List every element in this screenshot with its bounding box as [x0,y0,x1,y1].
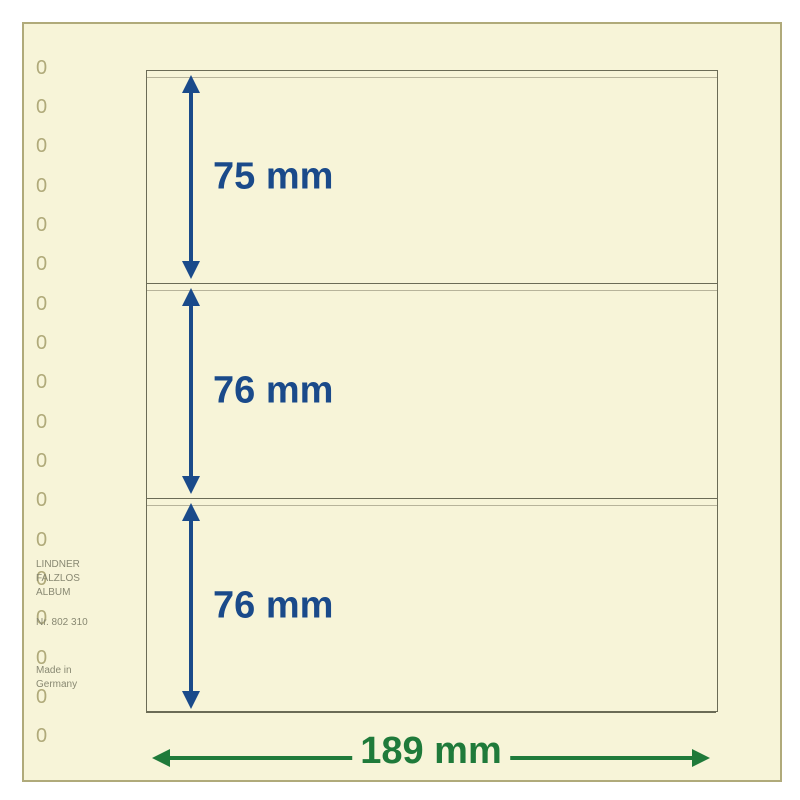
pocket-row: 76 mm [147,499,717,713]
width-dimension: 189 mm [146,746,716,770]
canvas: 000000000000000000 75 mm76 mm76 mm 189 m… [0,0,800,800]
binder-hole: 0 [36,530,47,550]
binder-hole: 0 [36,726,47,746]
height-dimension-line [189,292,193,490]
made-in-label: Made in Germany [36,664,77,692]
binder-hole: 0 [36,58,47,78]
binder-hole: 0 [36,136,47,156]
binder-hole: 0 [36,412,47,432]
arrow-down-icon [182,261,200,279]
arrow-down-icon [182,476,200,494]
binder-hole: 0 [36,333,47,353]
height-dimension-label: 76 mm [213,585,333,628]
pocket-row: 76 mm [147,284,717,499]
width-dimension-label: 189 mm [352,730,510,773]
pocket-base-strip [146,712,716,729]
height-dimension-line [189,507,193,705]
product-number: Nr. 802 310 [36,616,88,630]
album-page: 000000000000000000 75 mm76 mm76 mm 189 m… [22,22,782,782]
binder-hole: 0 [36,490,47,510]
height-dimension-label: 76 mm [213,370,333,413]
height-dimension-label: 75 mm [213,156,333,199]
pocket-row: 75 mm [147,71,717,284]
arrow-down-icon [182,691,200,709]
arrow-right-icon [692,749,710,767]
binder-hole: 0 [36,451,47,471]
binder-hole: 0 [36,176,47,196]
binder-hole: 0 [36,215,47,235]
pocket-top-edge [147,499,717,506]
height-dimension-line [189,79,193,275]
brand-badge: LINDNER FALZLOS ALBUM [36,558,80,600]
pocket-top-edge [147,284,717,291]
pocket-top-edge [147,71,717,78]
binder-hole: 0 [36,97,47,117]
binder-hole: 0 [36,294,47,314]
pocket-area: 75 mm 76 mm 76 mm [146,70,718,712]
binder-hole: 0 [36,372,47,392]
binder-hole: 0 [36,254,47,274]
